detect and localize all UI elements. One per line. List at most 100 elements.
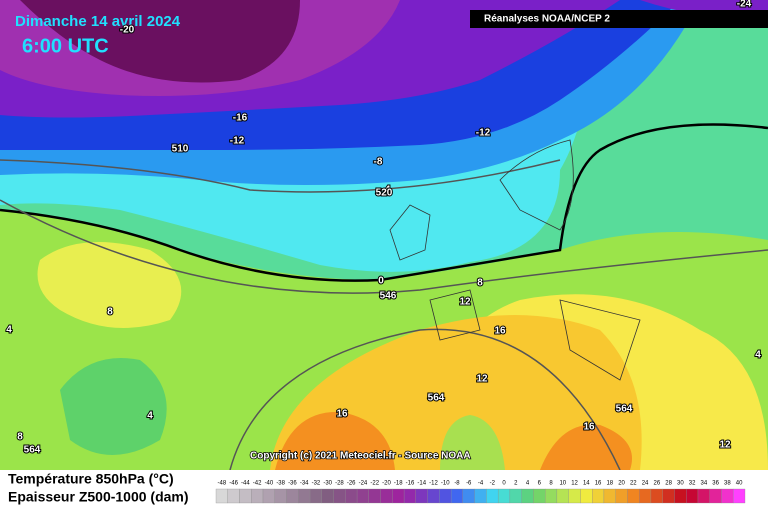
- zone-green-south: [440, 415, 505, 470]
- legend-swatch: [368, 488, 381, 504]
- zone-orange: [275, 411, 632, 470]
- legend-swatch: [615, 488, 628, 504]
- legend-scale-label: 22: [630, 481, 637, 487]
- legend-scale-label: 30: [677, 481, 684, 487]
- legend-swatch: [662, 488, 675, 504]
- legend-scale-label: 32: [689, 481, 696, 487]
- legend-scale-label: -10: [441, 481, 450, 487]
- contour-label: 12: [476, 374, 488, 385]
- legend-swatch: [439, 488, 452, 504]
- legend-temperature-label: Température 850hPa (°C): [8, 471, 174, 487]
- legend-scale-label: -46: [229, 481, 238, 487]
- legend-swatch: [239, 488, 252, 504]
- legend-swatch: [709, 488, 722, 504]
- legend-swatch: [721, 488, 734, 504]
- contour-label: 16: [494, 326, 506, 337]
- copyright: Copyright (c) 2021 Meteociel.fr - Source…: [250, 451, 471, 462]
- legend-swatch: [474, 488, 487, 504]
- contour-label: 16: [336, 409, 348, 420]
- source-box: [470, 10, 768, 28]
- coastlines: [389, 139, 641, 381]
- legend-swatch: [309, 488, 322, 504]
- legend-scale-label: -6: [466, 481, 472, 487]
- legend-swatch: [227, 488, 240, 504]
- legend-scale-label: -22: [370, 481, 379, 487]
- contour-label: -12: [476, 128, 491, 139]
- legend-swatch: [298, 488, 311, 504]
- legend-swatch: [380, 488, 393, 504]
- legend-scale-label: 40: [736, 481, 743, 487]
- legend-swatch: [627, 488, 640, 504]
- legend-scale-label: 12: [571, 481, 578, 487]
- legend-scale-label: -40: [265, 481, 274, 487]
- contour-label: 4: [6, 325, 12, 336]
- date-label: Dimanche 14 avril 2024: [15, 13, 181, 30]
- legend-scale-label: 28: [665, 481, 672, 487]
- legend-swatch: [521, 488, 534, 504]
- contour-label: 564: [24, 445, 41, 456]
- contour-labels: -24 -20 -16 -12 -12 -8 -4 0 4 8 8 12 16 12 16 16 4 4 8 12 51…: [5, 0, 762, 457]
- legend-swatch: [251, 488, 264, 504]
- zone-dark-purple: [20, 0, 300, 83]
- legend-swatch: [356, 488, 369, 504]
- legend-swatch: [486, 488, 499, 504]
- contour-label: -24: [737, 0, 752, 10]
- legend-swatch: [686, 488, 699, 504]
- contour-label: 0: [378, 276, 384, 287]
- legend-scale: -48 -46 -44 -42 -40 -38 -36 -34 -32 -30 -28 -26 -24-…: [215, 481, 746, 504]
- contour-label: -8: [374, 157, 383, 168]
- legend-scale-label: 4: [526, 481, 530, 487]
- zone-violet-east: [0, 0, 768, 20]
- legend-swatch: [603, 488, 616, 504]
- contour-label: 564: [428, 393, 445, 404]
- legend-scale-label: -44: [241, 481, 250, 487]
- contour-label: 16: [583, 422, 595, 433]
- legend-thickness-label: Epaisseur Z500-1000 (dam): [8, 489, 189, 505]
- legend-swatch: [321, 488, 334, 504]
- contour-label: -20: [120, 25, 135, 36]
- contour-label: 510: [172, 144, 189, 155]
- legend-swatch: [509, 488, 522, 504]
- legend-swatch: [568, 488, 581, 504]
- legend-scale-label: -30: [323, 481, 332, 487]
- zero-isotherm: [0, 123, 768, 282]
- contour-label: -16: [233, 113, 248, 124]
- legend-scale-label: 26: [653, 481, 660, 487]
- legend-scale-label: -38: [276, 481, 285, 487]
- legend-swatch: [592, 488, 605, 504]
- contour-label: -12: [230, 136, 245, 147]
- contour-label: 8: [107, 307, 113, 318]
- legend-scale-label: -34: [300, 481, 309, 487]
- legend-swatch: [427, 488, 440, 504]
- legend-swatch: [403, 488, 416, 504]
- legend-scale-label: -14: [417, 481, 426, 487]
- contour-label: 546: [380, 291, 397, 302]
- legend-swatch: [580, 488, 593, 504]
- legend-scale-label: 24: [642, 481, 649, 487]
- legend-swatch: [497, 488, 511, 504]
- legend-scale-label: 6: [538, 481, 542, 487]
- contour-label: 4: [147, 411, 153, 422]
- legend-scale-label: -32: [312, 481, 321, 487]
- legend-scale-label: 34: [701, 481, 708, 487]
- contour-label: 12: [719, 440, 731, 451]
- legend-swatch: [462, 488, 475, 504]
- thickness-contours: [0, 159, 768, 471]
- legend-scale-label: 38: [724, 481, 731, 487]
- contour-label: 8: [17, 432, 23, 443]
- legend-swatch: [556, 488, 569, 504]
- legend-scale-label: -18: [394, 481, 403, 487]
- legend-scale-label: 2: [514, 481, 518, 487]
- legend-scale-label: -48: [218, 481, 227, 487]
- legend-scale-label: -8: [454, 481, 460, 487]
- legend-swatch: [215, 488, 228, 504]
- legend-scale-label: -16: [406, 481, 415, 487]
- legend-scale-label: -12: [429, 481, 438, 487]
- legend-swatch: [274, 488, 287, 504]
- legend-scale-label: 18: [606, 481, 613, 487]
- legend-swatch: [262, 488, 275, 504]
- legend-scale-label: -36: [288, 481, 297, 487]
- legend-scale-label: 8: [549, 481, 553, 487]
- legend-swatch: [545, 488, 558, 504]
